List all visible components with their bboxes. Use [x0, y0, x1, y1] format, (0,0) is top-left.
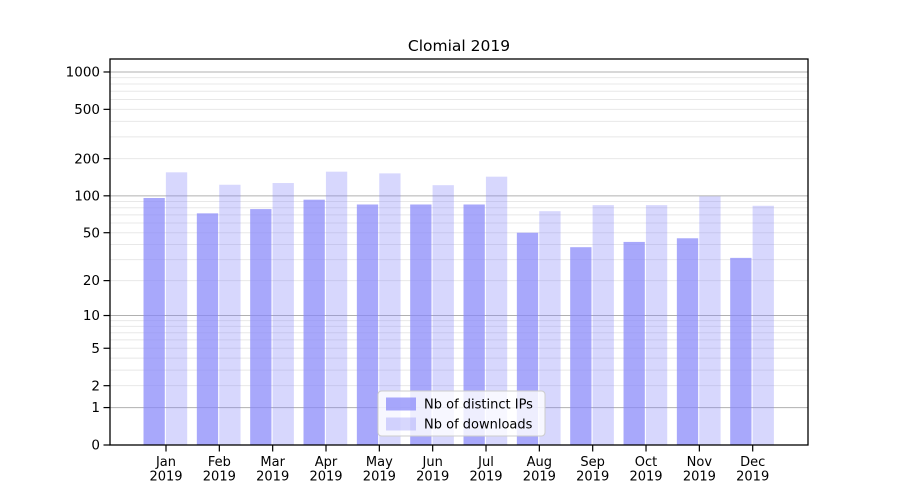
- bar-may-2019-downloads: [379, 173, 401, 445]
- bar-feb-2019-distinct-ips: [196, 213, 219, 445]
- y-tick-label: 200: [74, 151, 100, 167]
- y-tick-label: 500: [74, 102, 100, 118]
- x-tick-label: Jan 2019: [149, 455, 182, 485]
- y-tick-label: 1000: [66, 65, 100, 81]
- minor-gridlines: [110, 77, 808, 387]
- bar-apr-2019-downloads: [325, 171, 348, 445]
- legend-swatch-downloads: [386, 417, 416, 431]
- plot-border: [109, 58, 809, 446]
- legend-label-downloads: Nb of downloads: [424, 418, 533, 433]
- y-tick-label: 0: [91, 438, 100, 454]
- y-axis-ticks: 0 1 2 5 10 20 50 100 200 500 1000: [66, 65, 110, 454]
- bar-feb-2019-downloads: [219, 184, 241, 445]
- chart-title: Clomial 2019: [408, 37, 510, 55]
- y-tick-label: 5: [91, 341, 100, 357]
- x-tick-label: Oct 2019: [629, 455, 662, 485]
- x-tick-label: Jun 2019: [416, 455, 449, 485]
- bar-jun-2019-distinct-ips: [410, 204, 432, 445]
- bar-oct-2019-downloads: [645, 205, 668, 445]
- y-tick-label: 50: [83, 225, 100, 241]
- x-tick-label: May 2019: [363, 455, 396, 485]
- bar-may-2019-distinct-ips: [356, 204, 379, 445]
- x-tick-label: Jul 2019: [469, 455, 502, 485]
- legend-label-distinct-ips: Nb of distinct IPs: [424, 398, 533, 413]
- y-tick-label: 1: [91, 400, 100, 416]
- x-tick-label: Dec 2019: [736, 455, 769, 485]
- y-tick-label: 2: [91, 378, 100, 394]
- x-tick-label: Sep 2019: [576, 455, 609, 485]
- bar-jan-2019-distinct-ips: [143, 197, 165, 445]
- y-tick-label: 10: [83, 308, 100, 324]
- bar-jan-2019-downloads: [165, 172, 188, 445]
- x-tick-label: Mar 2019: [256, 455, 289, 485]
- bar-nov-2019-distinct-ips: [676, 238, 699, 445]
- x-tick-label: Apr 2019: [309, 455, 342, 485]
- legend-box: [377, 390, 546, 437]
- x-tick-label: Feb 2019: [203, 455, 236, 485]
- bar-dec-2019-distinct-ips: [730, 257, 752, 445]
- x-tick-label: Aug 2019: [523, 455, 556, 485]
- x-tick-label: Nov 2019: [683, 455, 716, 485]
- y-tick-label: 100: [74, 188, 100, 204]
- bar-jun-2019-downloads: [432, 185, 454, 445]
- legend: Nb of distinct IPs Nb of downloads: [377, 390, 546, 437]
- y-tick-label: 20: [83, 273, 100, 289]
- legend-swatch-distinct-ips: [386, 397, 416, 411]
- bar-dec-2019-downloads: [752, 205, 774, 445]
- bar-jul-2019-distinct-ips: [463, 204, 485, 445]
- bar-mar-2019-downloads: [272, 183, 294, 445]
- bar-apr-2019-distinct-ips: [303, 199, 325, 445]
- bar-nov-2019-downloads: [699, 196, 721, 445]
- bar-oct-2019-distinct-ips: [623, 241, 645, 445]
- x-axis-ticks: Jan 2019 Feb 2019 Mar 2019 Apr 2019 May 2019 Jun 20…: [149, 445, 769, 485]
- bar-sep-2019-distinct-ips: [570, 247, 592, 445]
- bar-jul-2019-downloads: [485, 176, 508, 445]
- bar-mar-2019-distinct-ips: [250, 209, 272, 445]
- bar-aug-2019-downloads: [539, 211, 561, 445]
- bar-sep-2019-downloads: [592, 205, 614, 445]
